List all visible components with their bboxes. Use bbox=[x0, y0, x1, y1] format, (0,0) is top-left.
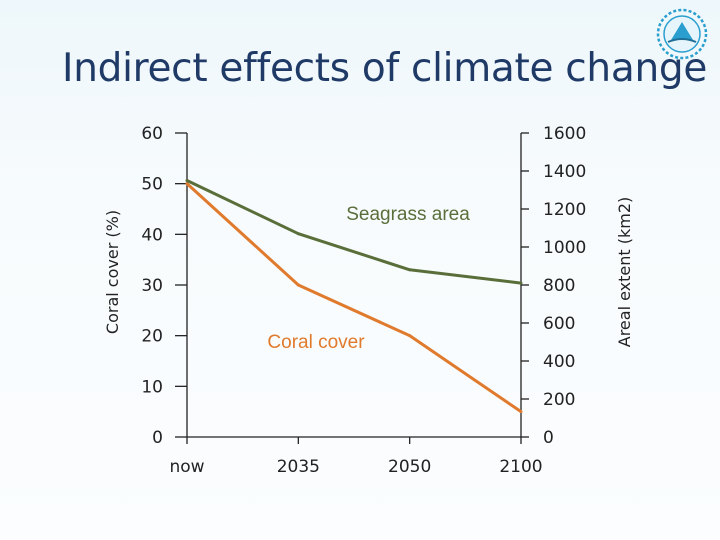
left-tick-label: 50 bbox=[141, 175, 163, 195]
seagrass-area-point bbox=[519, 281, 523, 285]
x-tick-label: now bbox=[169, 457, 204, 477]
seagrass-area-point bbox=[296, 232, 300, 236]
coral-cover-point bbox=[185, 182, 189, 186]
seagrass-area-point bbox=[408, 268, 412, 272]
left-tick-label: 30 bbox=[141, 276, 163, 296]
x-tick-label: 2050 bbox=[388, 457, 431, 477]
left-tick-label: 60 bbox=[141, 124, 163, 144]
coral-cover-point bbox=[408, 334, 412, 338]
right-tick-label: 600 bbox=[543, 314, 575, 334]
right-tick-label: 200 bbox=[543, 390, 575, 410]
chart-marks bbox=[185, 179, 523, 414]
slide-title: Indirect effects of climate change bbox=[62, 46, 708, 91]
right-tick-label: 1400 bbox=[543, 162, 586, 182]
seagrass-area-line bbox=[186, 179, 522, 285]
right-tick-label: 1600 bbox=[543, 124, 586, 144]
left-tick-label: 0 bbox=[152, 428, 163, 448]
left-axis-title: Coral cover (%) bbox=[103, 210, 122, 334]
coral-cover-label: Coral cover bbox=[267, 332, 365, 353]
seagrass-area-label: Seagrass area bbox=[346, 204, 470, 225]
coral-cover-point bbox=[296, 283, 300, 287]
left-tick-label: 40 bbox=[141, 225, 163, 245]
left-tick-label: 20 bbox=[141, 327, 163, 347]
right-tick-label: 1000 bbox=[543, 238, 586, 258]
circular-emblem-icon bbox=[656, 8, 708, 60]
right-tick-label: 400 bbox=[543, 352, 575, 372]
left-tick-label: 10 bbox=[141, 377, 163, 397]
right-tick-label: 800 bbox=[543, 276, 575, 296]
chart-labels: 0102030405060020040060080010001200140016… bbox=[103, 124, 634, 477]
chart-axes bbox=[175, 132, 529, 444]
coral-cover-point bbox=[519, 410, 523, 414]
right-tick-label: 0 bbox=[543, 428, 554, 448]
coral-cover-line bbox=[185, 182, 522, 413]
seagrass-area-point bbox=[185, 179, 189, 182]
right-axis-title: Areal extent (km2) bbox=[615, 197, 634, 348]
x-tick-label: 2035 bbox=[277, 457, 320, 477]
right-tick-label: 1200 bbox=[543, 200, 586, 220]
x-tick-label: 2100 bbox=[499, 457, 542, 477]
